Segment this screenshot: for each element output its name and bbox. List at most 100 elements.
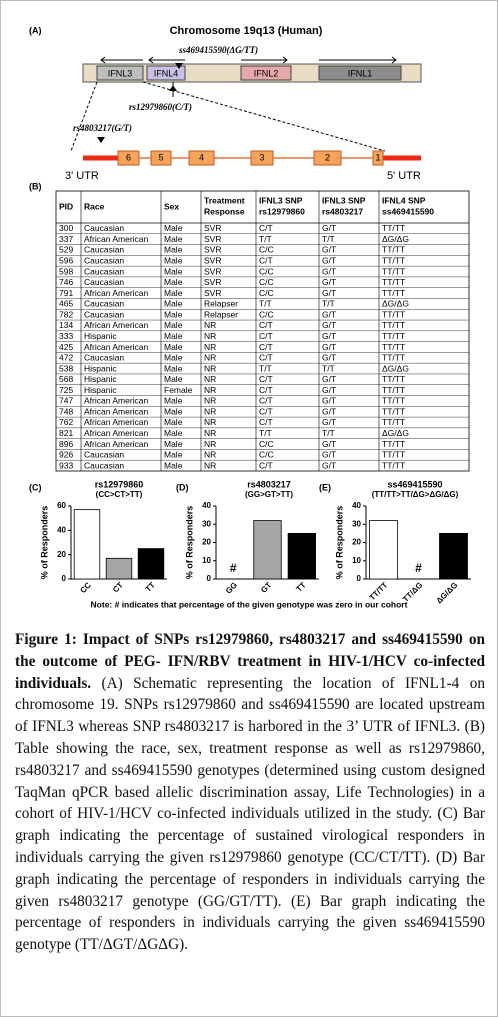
table-cell: G/T [322, 450, 336, 460]
x-tick-label: TT [144, 580, 157, 593]
gene-label: IFNL4 [154, 68, 179, 78]
chart-title: rs4803217 [247, 479, 291, 489]
table-cell: SVR [204, 255, 221, 265]
table-cell: 896 [59, 439, 73, 449]
table-header: PID [59, 201, 73, 211]
table-cell: Male [164, 309, 183, 319]
table-cell: African American [84, 396, 149, 406]
gene-box [146, 65, 186, 81]
table-header: IFNL4 SNP [382, 195, 426, 205]
table-cell: C/T [259, 223, 273, 233]
table-cell: 762 [59, 417, 73, 427]
table-cell: Male [164, 299, 183, 309]
table-cell: NR [204, 374, 216, 384]
table-cell: SVR [204, 234, 221, 244]
table-cell: NR [204, 460, 216, 470]
y-tick-label: 10 [352, 556, 361, 565]
panel-label: (E) [319, 482, 331, 492]
table-cell: G/T [322, 288, 336, 298]
table-cell: TT/TT [382, 450, 405, 460]
exon-label: 1 [375, 152, 380, 162]
table-cell: 337 [59, 234, 73, 244]
table-cell: Relapser [204, 299, 238, 309]
table-cell: NR [204, 406, 216, 416]
table-cell: 748 [59, 406, 73, 416]
utr-label: 3' UTR [65, 170, 99, 182]
table-cell: C/C [259, 288, 274, 298]
arrows [70, 56, 397, 152]
y-tick-label: 20 [57, 550, 66, 559]
table-cell: Caucasian [84, 353, 124, 363]
y-tick-label: 0 [207, 574, 212, 583]
table-cell: TT/TT [382, 223, 405, 233]
table-cell: African American [84, 406, 149, 416]
table-cell: Male [164, 417, 183, 427]
table-cell: G/T [322, 406, 336, 416]
table-cell: T/T [259, 299, 272, 309]
table-cell: C/T [259, 396, 273, 406]
y-axis-label: % of Responders [184, 506, 194, 580]
table-cell: Male [164, 245, 183, 255]
caption-text: (A) Schematic representing the location … [15, 674, 485, 954]
table-cell: Caucasian [84, 245, 124, 255]
gene-label: IFNL3 [108, 68, 133, 78]
table-cell: African American [84, 320, 149, 330]
bar [105, 557, 133, 580]
table-cell: SVR [204, 277, 221, 287]
table-cell: Male [164, 460, 183, 470]
table-cell: C/T [259, 417, 273, 427]
table-cell: G/T [322, 255, 336, 265]
x-tick-label: CC [78, 580, 93, 595]
table-cell: T/T [322, 299, 335, 309]
panel-label: (A) [29, 25, 42, 35]
table-cell: Male [164, 266, 183, 276]
y-tick-label: 30 [202, 519, 211, 528]
table-cell: NR [204, 439, 216, 449]
table-cell: African American [84, 342, 149, 352]
table-cell: 596 [59, 255, 73, 265]
utr-label: 5' UTR [387, 170, 421, 182]
table-cell: 926 [59, 450, 73, 460]
caption: Figure 1: Impact of SNPs rs12979860, rs4… [15, 629, 485, 956]
table-cell: G/T [322, 374, 336, 384]
table-cell: Male [164, 331, 183, 341]
snp-marker [97, 137, 105, 143]
table-cell: Male [164, 277, 183, 287]
bar [73, 509, 101, 580]
figure-graphics: (A) Chromosome 19q13 (Human) IFNL3 IFNL4… [29, 25, 471, 609]
table-cell: Caucasian [84, 255, 124, 265]
table-cell: NR [204, 417, 216, 427]
table-cell: T/T [259, 363, 272, 373]
table-cell: TT/TT [382, 385, 405, 395]
table-cell: NR [204, 320, 216, 330]
table-cell: Hispanic [84, 331, 117, 341]
y-tick-label: 30 [352, 519, 361, 528]
table-cell: 791 [59, 288, 73, 298]
table-cell: TT/TT [382, 255, 405, 265]
table-cell: T/T [322, 428, 335, 438]
exons [117, 150, 384, 166]
table-cell: C/T [259, 320, 273, 330]
panel-label: (D) [176, 482, 189, 492]
table-header: IFNL3 SNP [259, 195, 303, 205]
utr [383, 155, 421, 161]
table-cell: Hispanic [84, 374, 117, 384]
table-cell: G/T [322, 439, 336, 449]
table-cell: African American [84, 234, 149, 244]
panel-label: (B) [29, 181, 42, 191]
table-cell: G/T [322, 396, 336, 406]
table-cell: TT/TT [382, 342, 405, 352]
y-tick-label: 0 [357, 574, 362, 583]
gene-box [240, 65, 292, 81]
table-cell: NR [204, 353, 216, 363]
table-cell: NR [204, 385, 216, 395]
table-cell: C/T [259, 331, 273, 341]
table-cell: C/C [259, 245, 274, 255]
table-cell: Male [164, 450, 183, 460]
y-tick-label: 20 [352, 538, 361, 547]
table-cell: African American [84, 428, 149, 438]
table-cell: TT/TT [382, 417, 405, 427]
table-cell: TT/TT [382, 406, 405, 416]
table-cell: Caucasian [84, 266, 124, 276]
